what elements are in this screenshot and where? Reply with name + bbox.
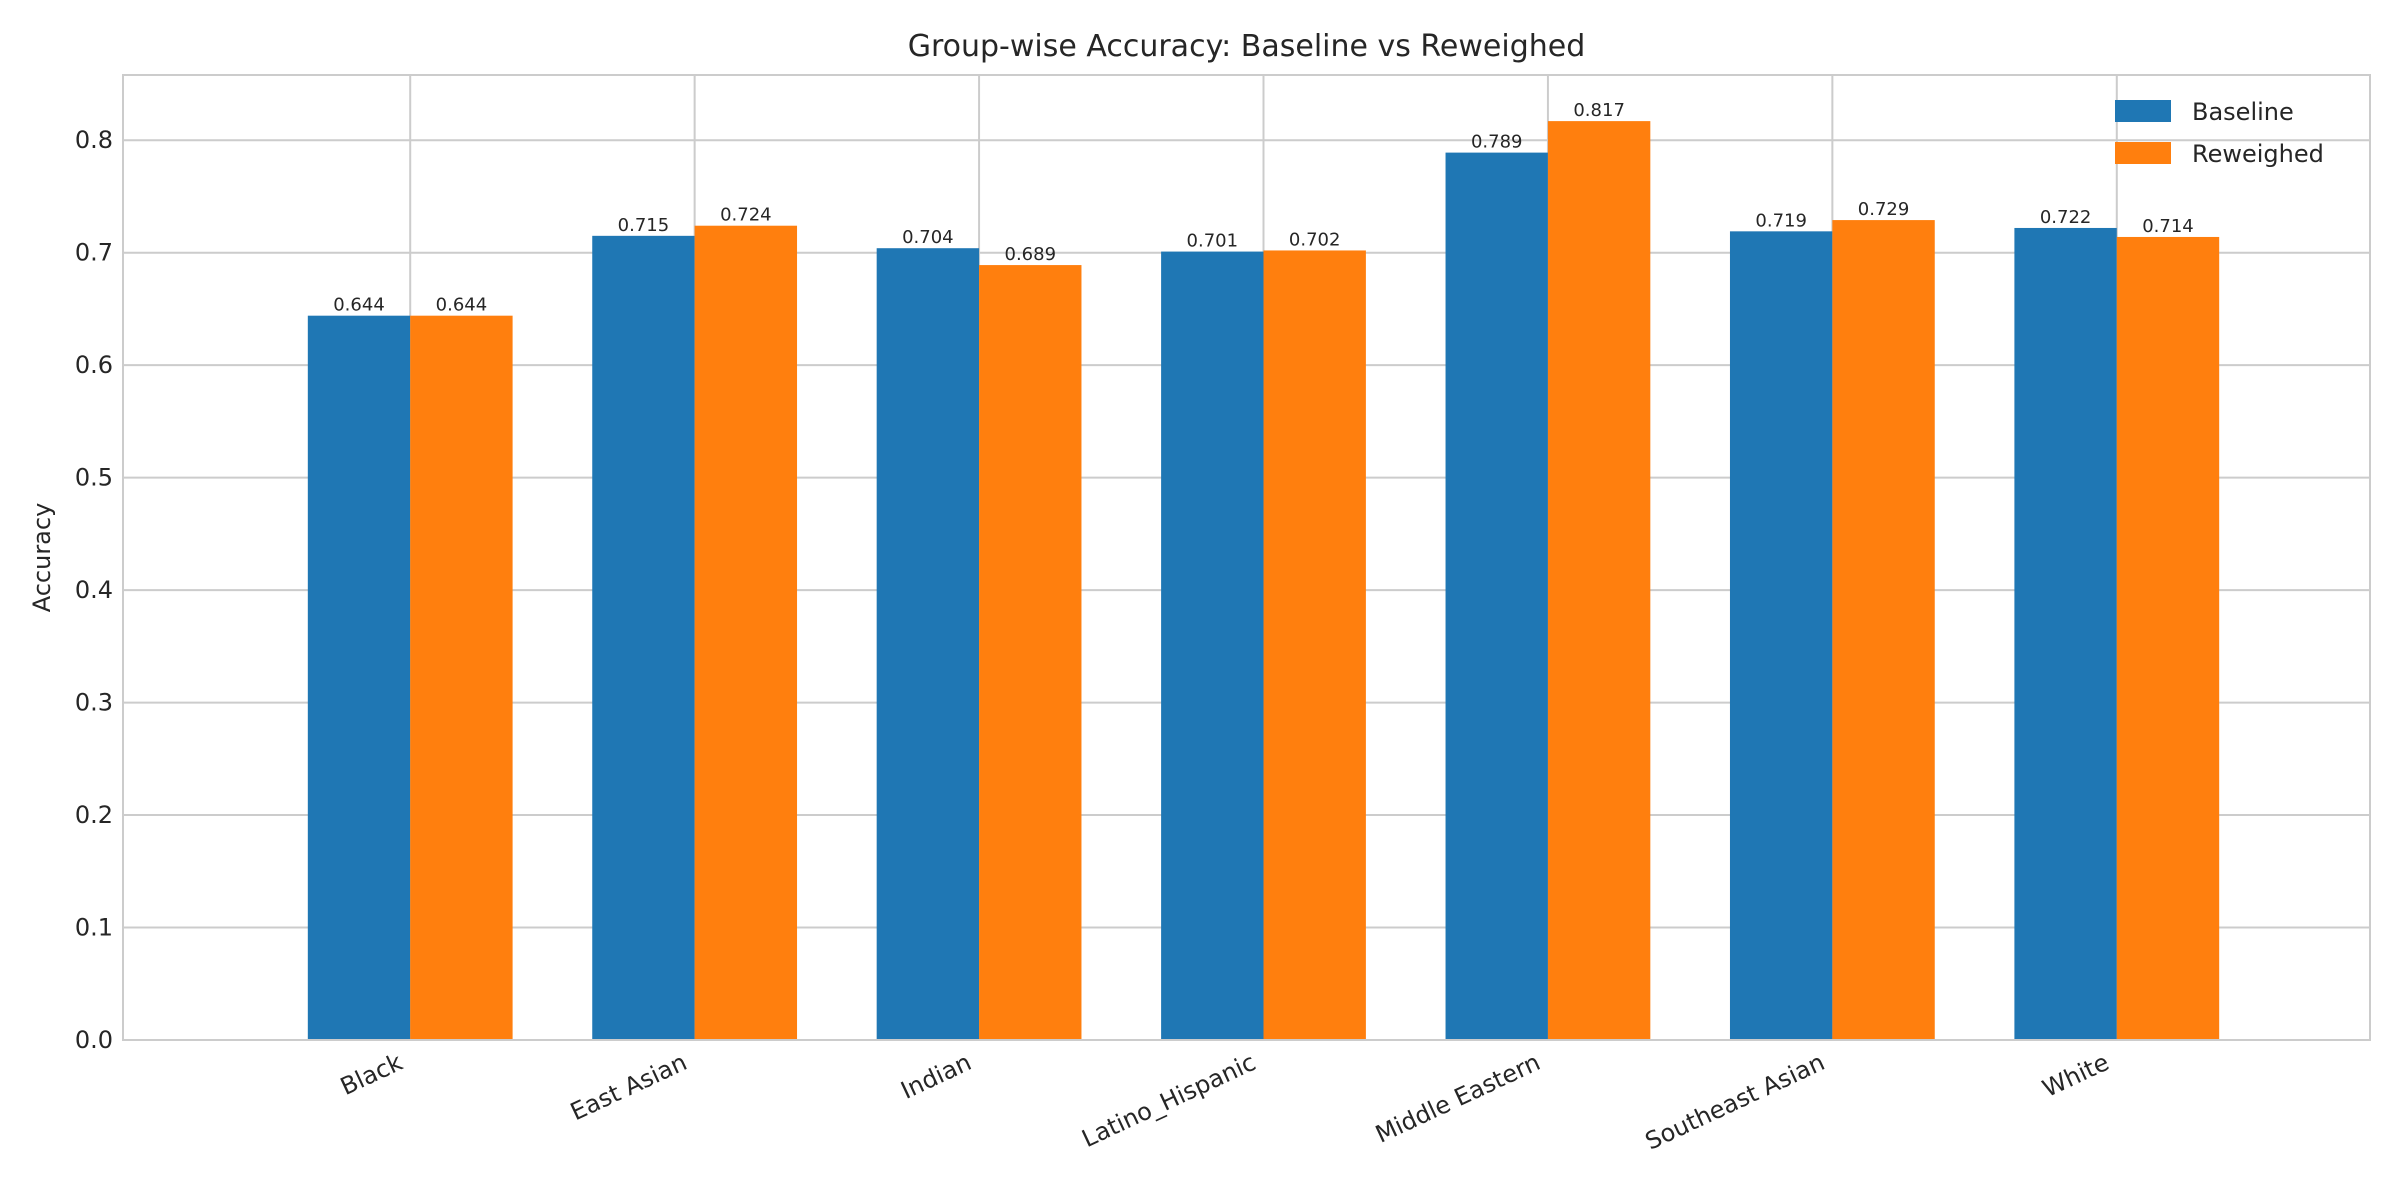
bar-reweighed-4	[1263, 250, 1366, 1041]
bar-value-label: 0.704	[902, 227, 954, 248]
bar-reweighed-6	[1832, 220, 1935, 1041]
bar-value-label: 0.715	[618, 215, 670, 236]
bar-value-label: 0.817	[1573, 100, 1625, 121]
bar-value-label: 0.729	[1858, 199, 1910, 220]
bar-value-label: 0.689	[1005, 244, 1057, 265]
y-tick-label: 0.4	[75, 576, 113, 604]
legend-swatch-reweighed	[2115, 142, 2171, 164]
bar-value-label: 0.702	[1289, 229, 1341, 250]
bar-baseline-6	[1729, 231, 1833, 1041]
bar-baseline-4	[1161, 251, 1264, 1041]
bar-value-label: 0.719	[1755, 210, 1807, 231]
y-tick-label: 0.6	[75, 351, 113, 379]
bar-value-label: 0.701	[1187, 231, 1239, 252]
legend-label-baseline: Baseline	[2192, 98, 2294, 126]
plot-frame	[122, 74, 2371, 1041]
legend-label-reweighed: Reweighed	[2192, 140, 2324, 168]
legend-swatch-baseline	[2115, 100, 2171, 122]
bar-reweighed-3	[979, 265, 1082, 1040]
bar-value-label: 0.644	[333, 295, 385, 316]
chart-title: Group-wise Accuracy: Baseline vs Reweigh…	[908, 29, 1586, 64]
bar-baseline-7	[2014, 227, 2117, 1040]
bar-reweighed-5	[1547, 121, 1651, 1041]
y-axis-title: Accuracy	[28, 503, 56, 613]
y-axis-ticks: 0.0 0.1 0.2 0.3 0.4 0.5 0.6 0.7 0.8	[75, 126, 113, 1054]
y-tick-label: 0.7	[75, 239, 113, 267]
y-tick-label: 0.2	[75, 801, 113, 829]
y-tick-label: 0.1	[75, 914, 113, 942]
bar-value-label: 0.714	[2142, 216, 2194, 237]
bar-value-label: 0.789	[1471, 132, 1523, 153]
y-tick-label: 0.5	[75, 464, 113, 492]
bar-value-label: 0.722	[2040, 207, 2092, 228]
bar-baseline-5	[1445, 152, 1548, 1041]
y-tick-label: 0.8	[75, 126, 113, 154]
bar-baseline-3	[876, 248, 980, 1040]
legend: Baseline Reweighed	[2115, 98, 2324, 168]
bar-reweighed-7	[2116, 236, 2220, 1041]
bar-baseline-2	[592, 235, 695, 1041]
bars	[307, 121, 2220, 1041]
bar-baseline-1	[307, 315, 411, 1041]
bar-reweighed-1	[410, 315, 513, 1041]
bar-value-labels: 0.644 0.715 0.704 0.701 0.789 0.719 0.722 0.644…	[333, 100, 2194, 316]
bar-value-label: 0.724	[720, 205, 772, 226]
y-tick-label: 0.3	[75, 689, 113, 717]
bar-value-label: 0.644	[436, 295, 488, 316]
bar-reweighed-2	[694, 225, 798, 1041]
y-tick-label: 0.0	[75, 1026, 113, 1054]
